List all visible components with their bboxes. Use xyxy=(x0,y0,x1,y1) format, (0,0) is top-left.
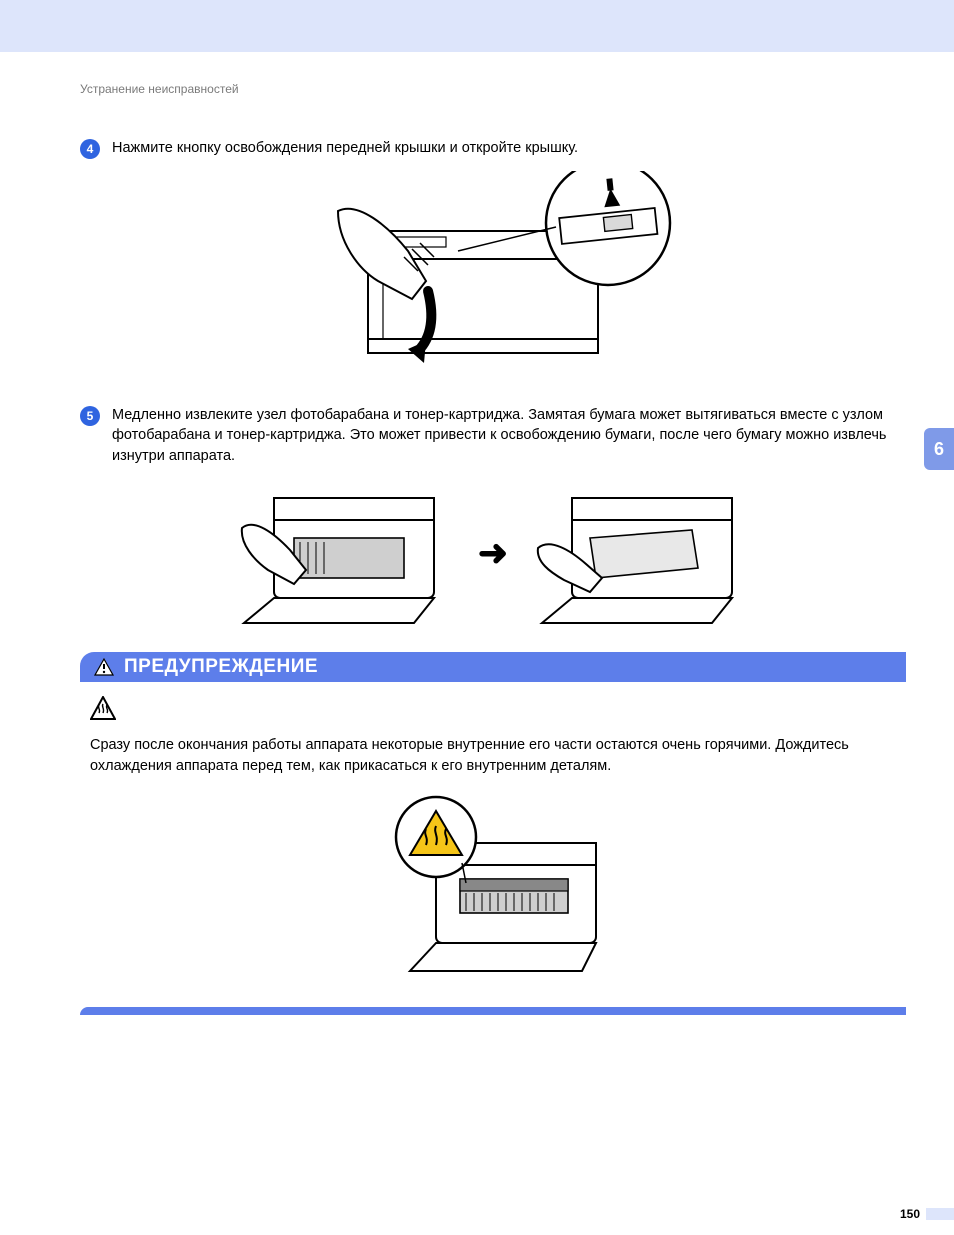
warning-title: ПРЕДУПРЕЖДЕНИЕ xyxy=(124,656,318,678)
hot-printer-illustration xyxy=(366,793,626,983)
hot-surface-icon xyxy=(90,696,116,720)
remove-drum-illustration xyxy=(234,478,454,628)
header-band xyxy=(0,0,954,52)
warning-block: Сразу после окончания работы аппарата не… xyxy=(80,696,906,983)
page-number: 150 xyxy=(900,1207,926,1221)
arrow-right-icon: ➜ xyxy=(478,532,508,574)
footer: 150 xyxy=(900,1207,954,1221)
step-4: 4 Нажмите кнопку освобождения передней к… xyxy=(80,138,906,159)
warning-bar: ПРЕДУПРЕЖДЕНИЕ xyxy=(80,652,906,682)
breadcrumb: Устранение неисправностей xyxy=(80,82,906,96)
section-end-rule xyxy=(80,1007,906,1015)
chapter-tab: 6 xyxy=(924,428,954,470)
pull-paper-illustration xyxy=(532,478,752,628)
printer-open-cover-illustration xyxy=(308,171,678,381)
step-5: 5 Медленно извлеките узел фотобарабана и… xyxy=(80,405,906,466)
figure-step-5: ➜ xyxy=(80,478,906,628)
step-5-text: Медленно извлеките узел фотобарабана и т… xyxy=(112,405,906,466)
figure-step-4 xyxy=(80,171,906,381)
step-badge-5: 5 xyxy=(80,406,100,426)
alert-triangle-icon xyxy=(94,658,114,676)
page-content: Устранение неисправностей 4 Нажмите кноп… xyxy=(0,52,954,1015)
warning-body: Сразу после окончания работы аппарата не… xyxy=(90,735,902,777)
figure-warning xyxy=(90,793,902,983)
page-number-stub xyxy=(926,1208,954,1220)
step-4-text: Нажмите кнопку освобождения передней кры… xyxy=(112,138,906,158)
step-badge-4: 4 xyxy=(80,139,100,159)
